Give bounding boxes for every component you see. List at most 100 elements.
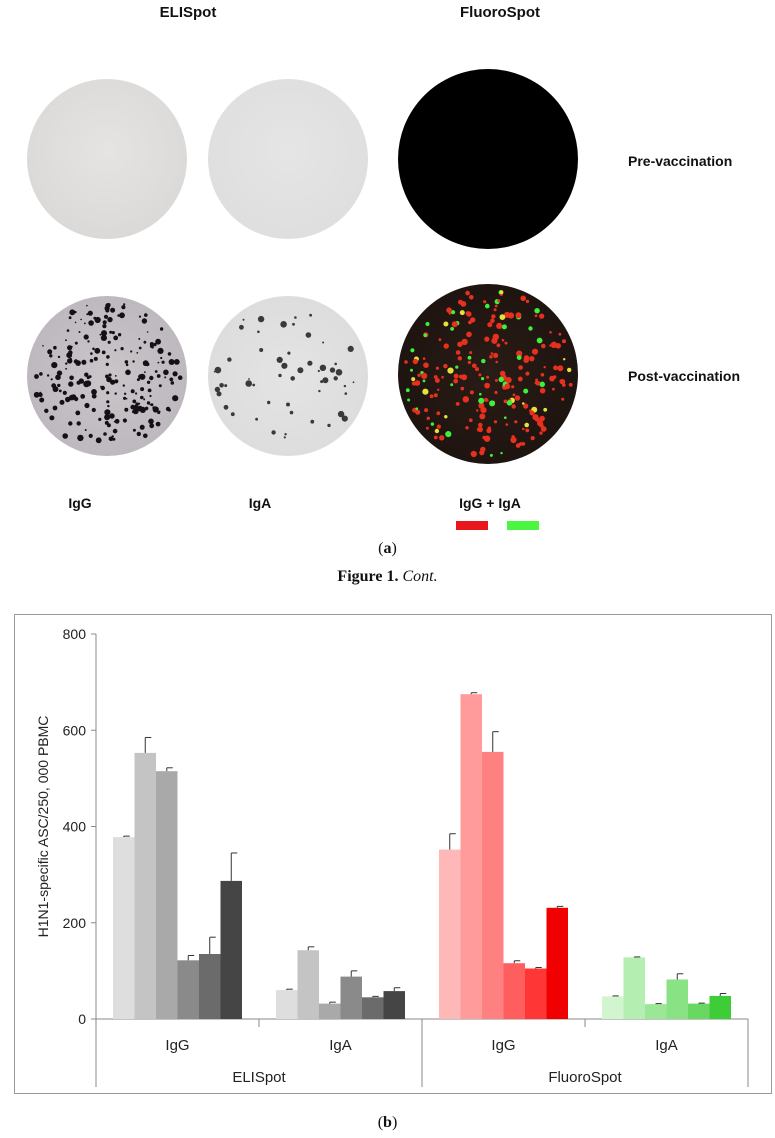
spot: [484, 336, 490, 342]
spot: [76, 380, 81, 385]
spot: [493, 308, 497, 312]
spot: [65, 367, 67, 370]
spot: [410, 348, 415, 353]
spot: [476, 409, 479, 412]
spot: [144, 313, 148, 317]
spot: [80, 318, 82, 321]
spot: [216, 391, 222, 397]
spot: [104, 420, 109, 425]
spot: [136, 378, 140, 382]
spot: [33, 391, 40, 398]
spot: [437, 388, 440, 391]
spot: [512, 393, 516, 397]
spot: [525, 299, 530, 304]
spot: [90, 352, 93, 355]
spot: [74, 341, 78, 345]
spot: [478, 422, 483, 428]
spot: [457, 341, 463, 347]
spot: [531, 348, 539, 355]
elispot-igg-pre-well: [27, 79, 187, 239]
spot: [93, 356, 98, 361]
spot: [132, 410, 135, 414]
spot: [467, 355, 472, 360]
spot: [148, 418, 154, 425]
spot: [510, 436, 517, 444]
spot: [307, 360, 313, 366]
spot: [500, 451, 503, 455]
spot: [287, 351, 291, 355]
spot: [438, 338, 442, 342]
igg-iga-column-label: IgG + IgA: [459, 495, 521, 511]
panel-b-label: (b): [377, 1114, 398, 1131]
spot: [154, 370, 158, 373]
spot: [105, 362, 109, 366]
spot: [121, 305, 126, 310]
spot: [491, 314, 496, 319]
spot: [132, 428, 136, 432]
spot: [99, 333, 102, 336]
spot: [84, 429, 87, 431]
spot: [506, 400, 513, 406]
spot: [485, 303, 490, 309]
spot: [51, 362, 58, 369]
spot: [149, 394, 152, 398]
spot: [66, 352, 73, 359]
spot: [69, 357, 72, 361]
spot: [495, 360, 498, 364]
spot: [557, 365, 564, 372]
spot: [281, 362, 288, 369]
spot: [451, 310, 456, 315]
spot: [490, 318, 495, 324]
spot: [81, 359, 87, 365]
spot: [522, 427, 525, 431]
spot: [445, 431, 452, 438]
spot: [149, 423, 155, 429]
spot: [320, 380, 324, 384]
spot: [514, 420, 518, 424]
spot: [489, 453, 493, 457]
iga-green-legend-swatch: [507, 521, 539, 530]
spot: [422, 357, 426, 360]
spot: [149, 342, 154, 346]
spot: [214, 386, 221, 393]
spot: [137, 405, 143, 412]
spot: [341, 415, 348, 422]
spot: [426, 416, 430, 420]
spot: [84, 322, 86, 325]
spot: [429, 394, 434, 399]
spot: [88, 433, 93, 438]
spot: [152, 406, 159, 413]
spot: [292, 322, 295, 326]
spot: [100, 334, 107, 341]
elispot-iga-post-well: [208, 296, 368, 456]
spot: [563, 358, 566, 361]
spot: [130, 350, 133, 353]
spot: [417, 373, 421, 377]
spot: [110, 414, 115, 418]
spot: [436, 424, 441, 429]
spot: [138, 315, 142, 318]
spot: [494, 390, 498, 395]
spot: [505, 423, 509, 426]
spot: [106, 391, 110, 395]
spot: [552, 387, 555, 391]
spot: [124, 407, 129, 412]
spot: [132, 360, 135, 363]
spot: [496, 343, 501, 348]
spot: [511, 404, 516, 409]
spot: [39, 397, 45, 403]
spot: [147, 388, 152, 393]
spot: [539, 422, 544, 428]
spot: [161, 360, 165, 364]
spot: [433, 375, 438, 379]
spot: [155, 421, 161, 427]
spot: [245, 380, 252, 387]
spot: [65, 362, 68, 365]
spot: [278, 373, 282, 378]
spot: [117, 333, 122, 337]
spot: [109, 330, 113, 334]
spot: [450, 327, 454, 331]
spot: [84, 372, 89, 377]
spot: [123, 392, 127, 395]
spot: [135, 392, 138, 395]
